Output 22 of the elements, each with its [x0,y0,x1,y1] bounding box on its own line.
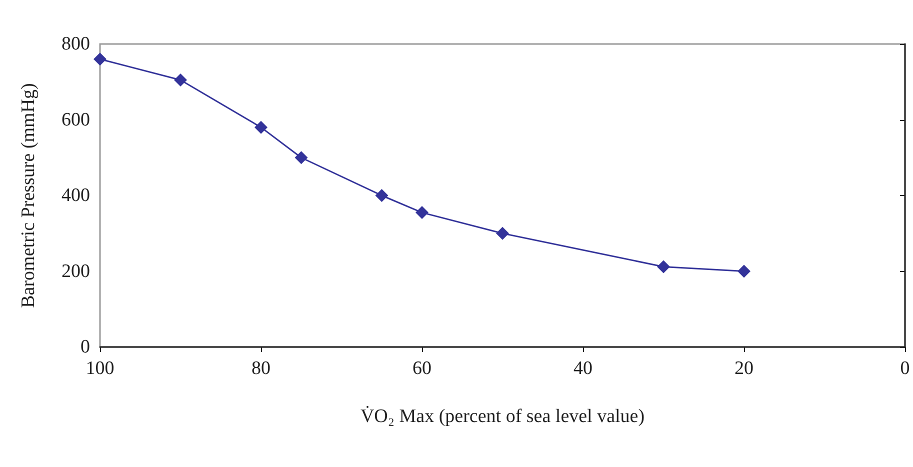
x-tick-label: 0 [900,358,910,379]
point [375,189,388,202]
x-tick-label: 60 [412,358,432,379]
x-tick-label: 20 [734,358,754,379]
point [94,52,106,66]
point [496,226,509,240]
x-axis-title: V̇O₂ Max (percent of sea level value) [360,405,645,427]
y-tick-label: 800 [62,34,90,54]
y-tick-label: 200 [62,260,90,282]
point [416,206,428,220]
point [657,260,670,274]
y-tick-label: 600 [62,109,90,130]
point [294,151,308,164]
point [174,73,187,86]
y-axis-title: Barometric Pressure (mmHg) [18,83,39,308]
y-tick-label: 400 [62,185,90,206]
x-tick-label: 40 [574,358,592,379]
y-tick-label: 0 [80,336,90,358]
point [738,264,750,278]
x-tick-label: 100 [86,358,114,379]
x-tick-label: 80 [252,358,270,379]
point [254,120,268,134]
